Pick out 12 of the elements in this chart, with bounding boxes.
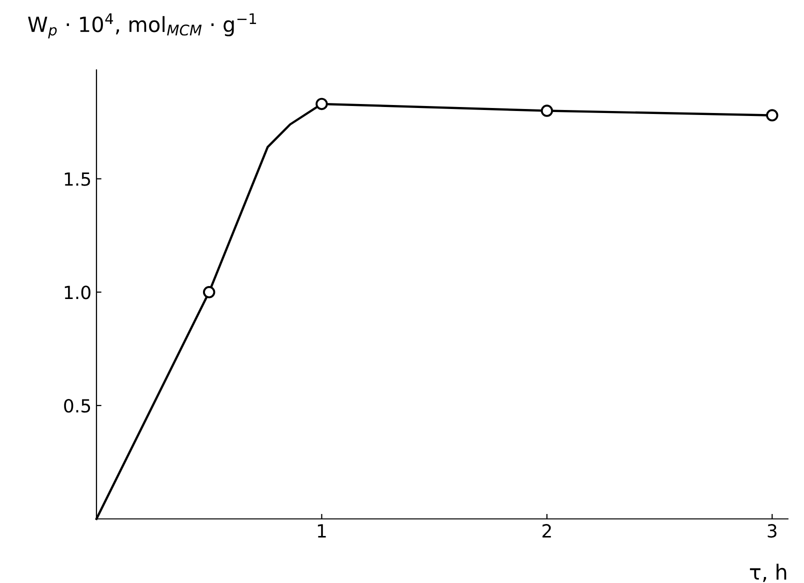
point (540, 104, 554, 117)
y-tick-label: 1.0 (64, 286, 90, 300)
point (202, 286, 216, 298)
y-axis-title: W$_{p}$ · 10$^{4}$, mol$_{MCM}$ · g$^{−1}$ (28, 13, 256, 38)
y-tick-label: 0.5 (64, 398, 90, 413)
x-tick-label: 1 (318, 524, 326, 538)
x-tick-label: 2 (542, 524, 551, 538)
point (766, 109, 778, 122)
x-tick-label: 3 (768, 524, 776, 538)
y-tick-label: 1.5 (64, 172, 90, 186)
x-axis-title: τ, h (750, 564, 786, 582)
point (316, 98, 328, 110)
